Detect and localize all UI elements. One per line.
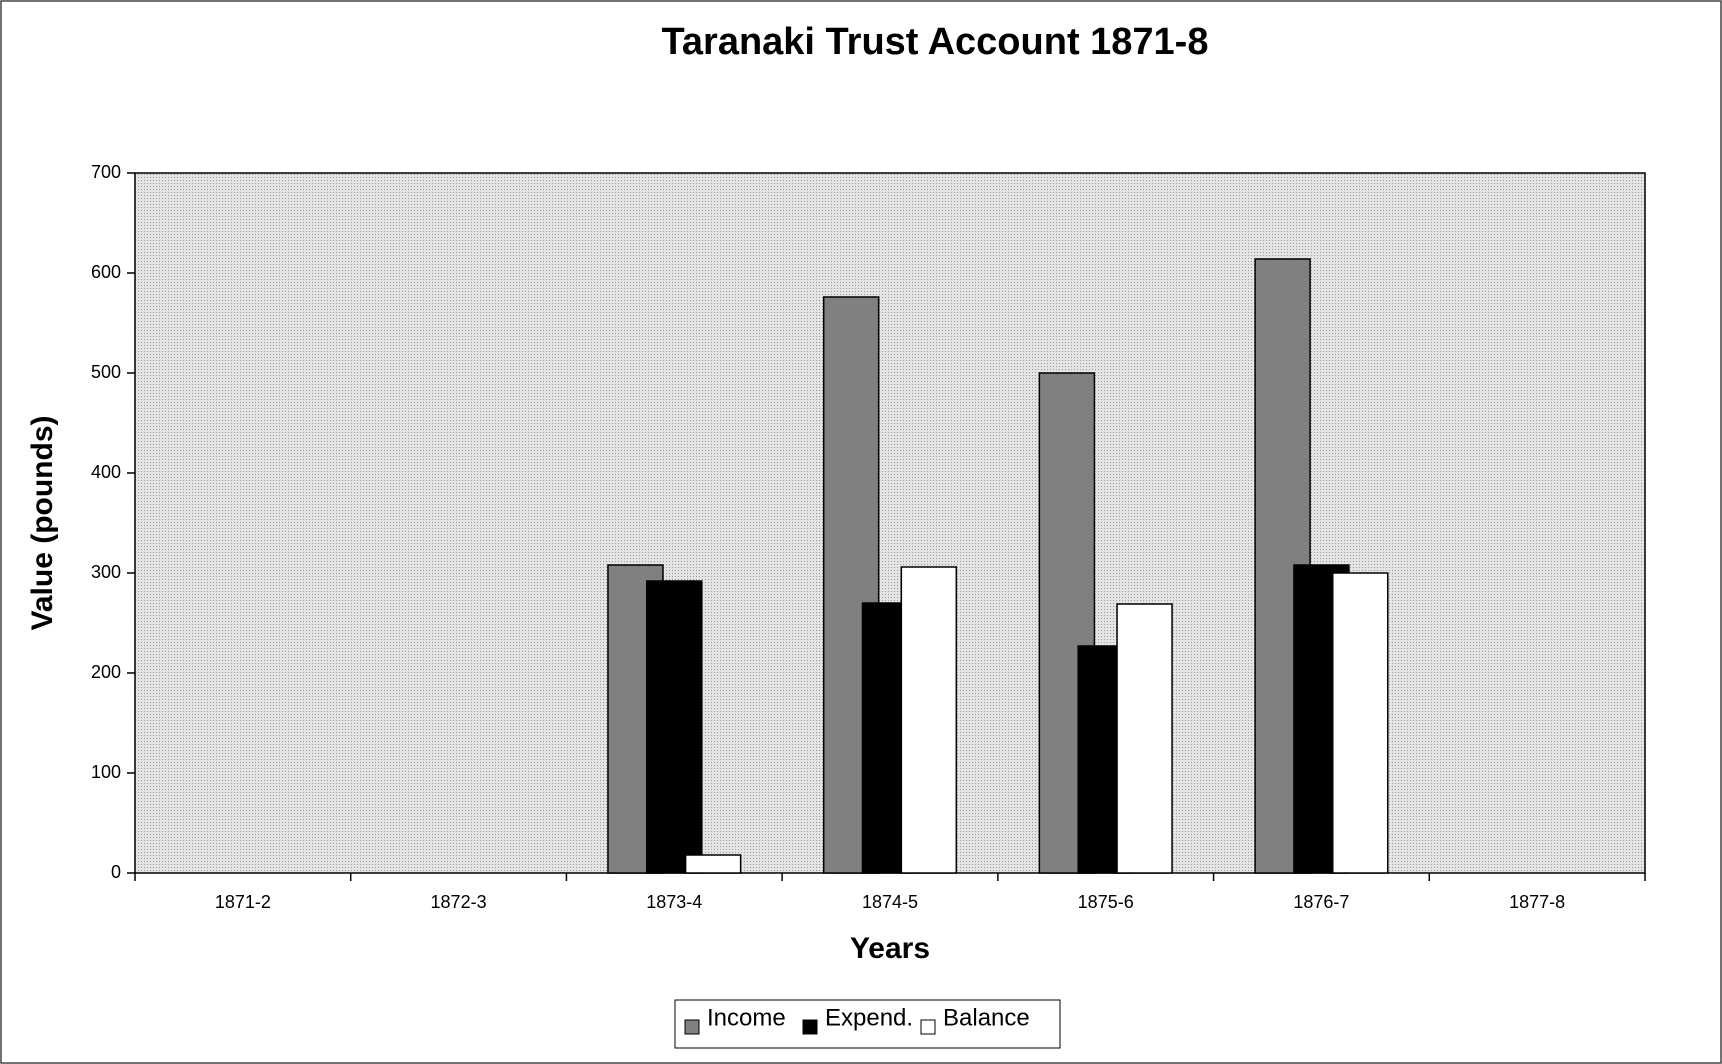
legend-label: Expend. bbox=[825, 1004, 913, 1031]
y-tick-label: 200 bbox=[91, 662, 121, 682]
legend-swatch bbox=[802, 1019, 818, 1035]
y-tick-label: 500 bbox=[91, 362, 121, 382]
chart-title: Taranaki Trust Account 1871-8 bbox=[662, 21, 1209, 63]
x-tick-label: 1873-4 bbox=[646, 892, 702, 912]
x-tick-label: 1874-5 bbox=[862, 892, 918, 912]
y-tick-label: 400 bbox=[91, 462, 121, 482]
x-tick-label: 1877-8 bbox=[1509, 892, 1565, 912]
y-tick-label: 300 bbox=[91, 562, 121, 582]
bar bbox=[900, 566, 958, 874]
y-tick-label: 100 bbox=[91, 762, 121, 782]
legend-swatch bbox=[920, 1019, 936, 1035]
y-tick-label: 700 bbox=[91, 162, 121, 182]
x-tick-label: 1875-6 bbox=[1078, 892, 1134, 912]
y-tick-label: 0 bbox=[111, 862, 121, 882]
y-tick-label: 600 bbox=[91, 262, 121, 282]
legend bbox=[674, 999, 1061, 1049]
x-tick-label: 1872-3 bbox=[431, 892, 487, 912]
legend-swatch bbox=[684, 1019, 700, 1035]
bar bbox=[684, 854, 742, 874]
legend-label: Balance bbox=[943, 1004, 1030, 1031]
bar bbox=[1116, 603, 1173, 874]
legend-label: Income bbox=[707, 1004, 786, 1031]
y-axis-label: Value (pounds) bbox=[26, 415, 59, 630]
bar bbox=[646, 580, 703, 874]
x-axis-label: Years bbox=[850, 932, 930, 965]
x-tick-label: 1871-2 bbox=[215, 892, 271, 912]
bar bbox=[1332, 572, 1389, 874]
x-tick-label: 1876-7 bbox=[1293, 892, 1349, 912]
